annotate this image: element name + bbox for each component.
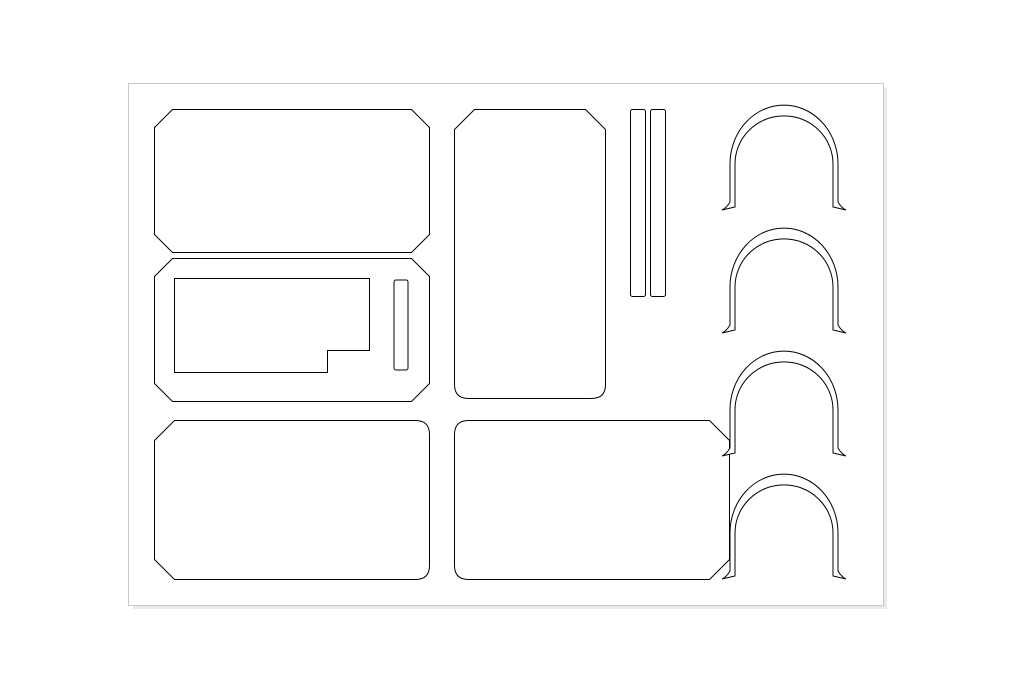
panel-top-center (454, 109, 606, 399)
panel-mid-left (154, 258, 430, 402)
panel-top-left (154, 109, 430, 253)
arch-4 (722, 471, 846, 579)
arch-3 (722, 348, 846, 456)
arch-2 (722, 225, 846, 333)
strip-2 (650, 109, 666, 297)
stage (0, 0, 1024, 693)
panel-bottom-center (454, 420, 730, 580)
panel-bottom-left (154, 420, 430, 580)
strip-1 (630, 109, 646, 297)
arch-1 (722, 102, 846, 210)
